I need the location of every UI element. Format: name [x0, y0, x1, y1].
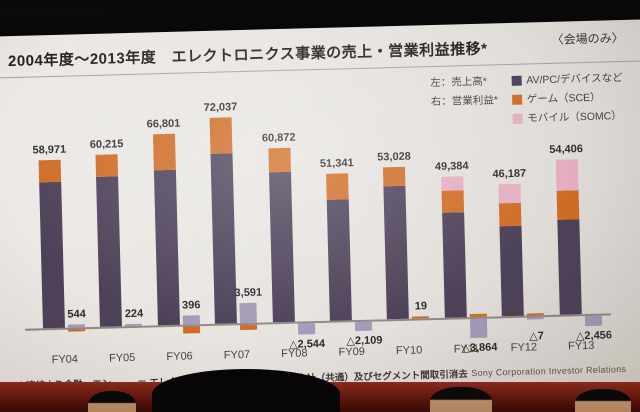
revenue-value-label: 46,187: [492, 167, 527, 181]
revenue-bar-segment: [556, 219, 582, 315]
revenue-value-label: 60,215: [89, 138, 124, 151]
revenue-bar-segment: [556, 190, 579, 220]
profit-bar-segment: [67, 324, 85, 328]
presenter-face-right: [575, 389, 631, 412]
revenue-value-label: 51,341: [319, 157, 354, 171]
profit-bar-segment: [182, 315, 200, 325]
audience-head-silhouette: [152, 369, 340, 412]
revenue-value-label: 60,872: [261, 131, 296, 145]
x-axis-category-label: FY09: [338, 345, 366, 359]
x-axis-category-label: FY08: [281, 347, 308, 361]
profit-bar-segment: [240, 324, 258, 331]
profit-bar-segment: [354, 321, 373, 331]
revenue-value-label: 72,037: [203, 101, 238, 115]
revenue-value-label: 66,801: [146, 117, 181, 131]
revenue-bar-segment: [209, 117, 233, 155]
revenue-bar-segment: [383, 167, 406, 187]
profit-bar-segment: [182, 326, 200, 334]
revenue-bar-segment: [152, 133, 176, 170]
revenue-bar-segment: [441, 189, 464, 213]
revenue-bar-segment: [95, 154, 119, 178]
slide: 2004年度～2013年度 エレクトロニクス事業の売上・営業利益推移* 〈会場の…: [0, 19, 640, 401]
plot-area: 58,971 544 FY04 60,215 224 FY05 66,801 396 FY06 7…: [0, 19, 640, 400]
x-axis-category-label: FY07: [223, 348, 251, 362]
x-axis-category-label: FY12: [510, 341, 538, 355]
x-axis-category-label: FY10: [395, 344, 423, 358]
revenue-bar-segment: [383, 185, 410, 320]
profit-bar-segment: [584, 315, 602, 327]
revenue-bar-segment: [268, 171, 295, 323]
revenue-value-label: 58,971: [32, 143, 67, 157]
x-axis-category-label: FY06: [166, 350, 193, 364]
x-axis-category-label: FY05: [108, 351, 136, 365]
revenue-bar-segment: [441, 211, 467, 318]
revenue-bar-segment: [38, 159, 62, 182]
profit-bar-segment: [239, 302, 258, 324]
revenue-bar-segment: [39, 181, 65, 329]
revenue-bar-segment: [555, 158, 579, 192]
profit-bar-segment: [469, 313, 487, 318]
revenue-value-label: 54,406: [549, 142, 584, 156]
presenter-face-center: [430, 387, 492, 412]
revenue-bar-segment: [440, 176, 464, 191]
revenue-bar-segment: [499, 202, 522, 227]
revenue-bar-segment: [96, 176, 123, 327]
profit-bar-segment: [527, 317, 545, 320]
profit-bar-segment: [68, 329, 86, 332]
profit-bar-segment: [297, 323, 315, 335]
revenue-bar-segment: [267, 147, 291, 172]
profit-bar-segment: [469, 318, 488, 339]
revenue-bar-segment: [499, 225, 525, 317]
revenue-bar-segment: [326, 198, 352, 321]
x-axis-category-label: FY04: [51, 353, 79, 367]
x-axis-category-label: FY11: [453, 342, 480, 356]
revenue-value-label: 53,028: [377, 151, 412, 164]
revenue-bar-segment: [498, 183, 522, 204]
revenue-value-label: 49,384: [434, 159, 469, 173]
audience-face-left: [88, 391, 136, 412]
x-axis-category-label: FY13: [567, 339, 595, 353]
revenue-bar-segment: [326, 173, 349, 200]
